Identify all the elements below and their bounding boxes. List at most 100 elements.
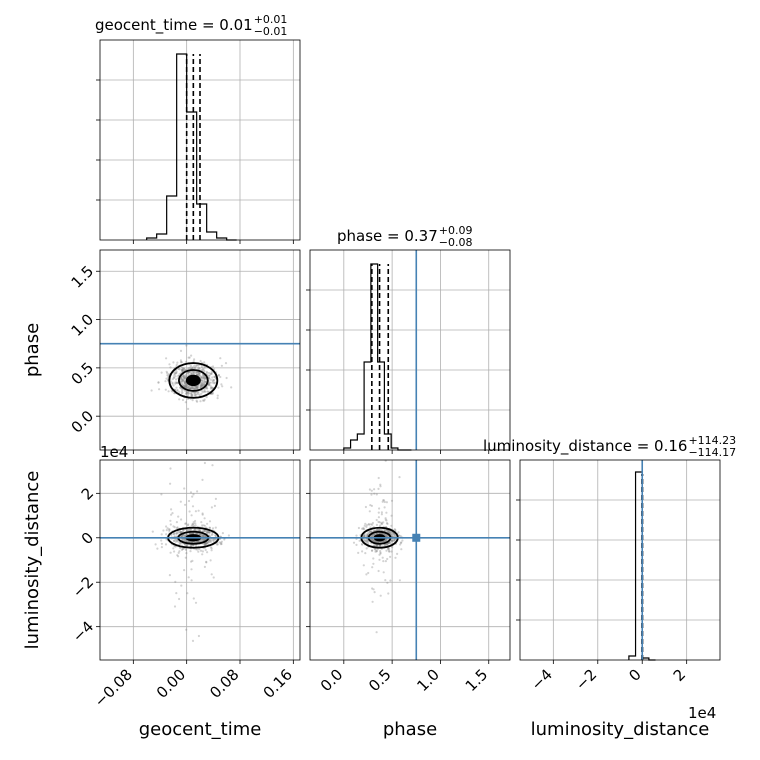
sample-point <box>369 504 372 507</box>
sample-point <box>384 538 387 542</box>
geocent_time-luminosity_distance-ytick-label-2: 0 <box>78 529 97 548</box>
sample-point <box>390 550 393 553</box>
title-geocent-time-lower: −0.01 <box>254 25 288 38</box>
sample-point <box>194 510 197 513</box>
sample-point <box>180 368 184 371</box>
sample-point <box>201 374 205 377</box>
sample-point <box>387 531 390 534</box>
sample-point <box>385 501 388 504</box>
sample-point <box>366 532 369 535</box>
sample-point <box>183 367 186 370</box>
sample-point <box>378 524 382 527</box>
sample-point <box>176 389 179 392</box>
sample-point <box>180 370 184 373</box>
sample-point <box>365 525 368 529</box>
sample-point <box>371 523 374 526</box>
sample-point <box>205 531 208 534</box>
sample-point <box>181 379 184 382</box>
sample-point <box>368 530 371 534</box>
sample-point <box>394 556 397 559</box>
sample-point <box>177 555 180 558</box>
sample-point <box>214 534 217 537</box>
sample-point <box>198 372 201 375</box>
sample-point <box>214 526 217 529</box>
sample-point <box>389 555 392 559</box>
sample-point <box>202 535 205 538</box>
sample-point <box>192 370 195 374</box>
sample-point <box>190 568 193 571</box>
sample-point <box>200 368 203 372</box>
sample-point <box>195 399 198 402</box>
sample-point <box>183 381 186 384</box>
sample-point <box>186 391 189 394</box>
sample-point <box>374 548 377 552</box>
sample-point <box>361 550 364 553</box>
sample-point <box>194 371 197 374</box>
sample-point <box>210 386 213 389</box>
sample-point <box>373 539 376 542</box>
sample-point <box>203 399 206 402</box>
phase-luminosity_distance-xtick-label-0: 0.0 <box>317 666 347 696</box>
sample-point <box>173 372 176 375</box>
sample-point <box>372 539 376 543</box>
sample-point <box>210 372 213 375</box>
sample-point <box>371 539 374 542</box>
sample-point <box>361 543 364 546</box>
sample-point <box>187 373 190 376</box>
y-axis-label-luminosity-distance: luminosity_distance <box>22 471 43 650</box>
sample-point <box>174 372 177 375</box>
sample-point <box>186 372 189 375</box>
sample-point <box>364 552 367 555</box>
sample-point <box>202 382 205 385</box>
sample-point <box>370 530 373 534</box>
sample-point <box>201 534 204 537</box>
sample-point <box>201 538 204 541</box>
sample-point <box>183 539 186 543</box>
sample-point <box>219 543 222 546</box>
sample-point <box>378 558 381 561</box>
sample-point <box>201 478 204 481</box>
sample-point <box>205 396 208 399</box>
sample-point <box>370 493 373 496</box>
sample-point <box>171 382 174 385</box>
frame-geocent_time-luminosity_distance <box>99 459 301 661</box>
sample-point <box>352 541 356 544</box>
sample-point <box>391 546 394 549</box>
sample-point <box>167 390 170 393</box>
sample-point <box>199 383 202 387</box>
sample-point <box>189 387 192 390</box>
x-axis-label-luminosity-distance: luminosity_distance <box>531 719 710 740</box>
sample-point <box>169 482 172 485</box>
sample-point <box>192 544 195 547</box>
sample-point <box>175 386 178 389</box>
sample-point <box>379 483 382 486</box>
sample-point <box>372 538 375 542</box>
geocent_time-phase-ytick-label-1: 0.5 <box>68 359 98 389</box>
sample-point <box>195 385 198 389</box>
sample-point <box>212 540 216 543</box>
sample-point <box>182 367 185 370</box>
sample-point <box>206 531 209 535</box>
sample-point <box>175 527 179 530</box>
sample-point <box>190 394 193 397</box>
sample-point <box>175 371 178 374</box>
geocent_time-luminosity_distance-ytick-label-1: −2 <box>69 573 97 601</box>
sample-point <box>212 379 215 382</box>
sample-point <box>400 541 403 544</box>
sample-point <box>183 487 186 490</box>
sample-point <box>193 372 196 375</box>
sample-point <box>378 521 381 524</box>
sample-point <box>366 533 369 537</box>
sample-point <box>190 560 193 563</box>
sample-point <box>387 547 390 550</box>
hist-luminosity_distance-xtick-label-0: −4 <box>528 666 556 694</box>
sample-point <box>200 375 203 378</box>
sample-point <box>201 530 204 533</box>
sample-point <box>190 524 193 528</box>
sample-point <box>188 532 191 535</box>
sample-point <box>372 539 376 543</box>
sample-point <box>162 529 165 532</box>
sample-point <box>201 379 204 382</box>
sample-point <box>172 539 175 542</box>
sample-point <box>209 384 212 387</box>
